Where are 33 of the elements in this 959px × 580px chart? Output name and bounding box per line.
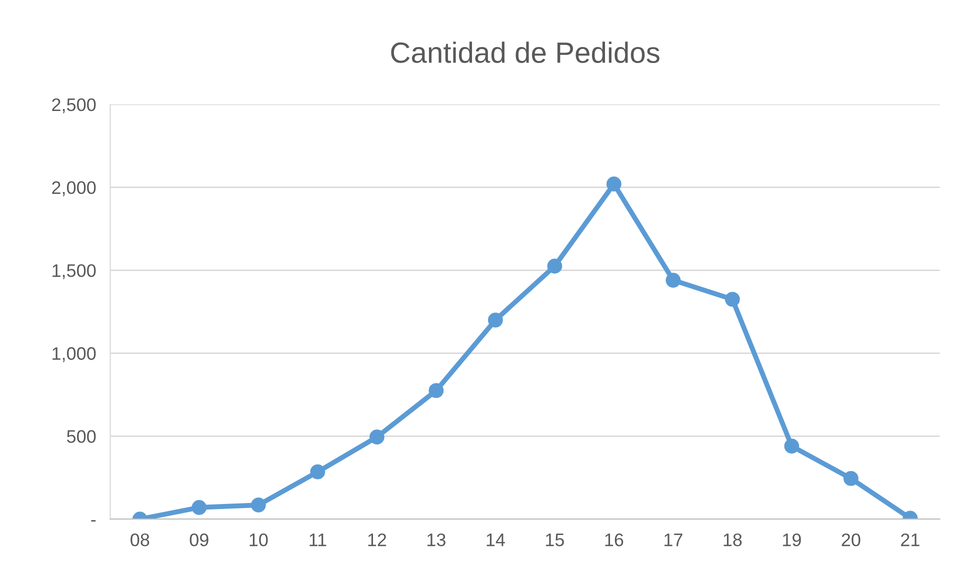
point: [843, 470, 858, 486]
point: [724, 292, 740, 307]
point: [192, 500, 207, 515]
x-tick-label: 08: [130, 533, 150, 546]
x-tick-label: 18: [724, 533, 742, 546]
point: [606, 176, 622, 192]
x-tick-label: 14: [486, 534, 505, 546]
x-tick-label: 19: [783, 533, 801, 546]
point: [784, 438, 800, 454]
y-tick-label: 500: [66, 430, 96, 443]
x-tick-label: 20: [842, 533, 860, 546]
x-tick-label: 13: [428, 533, 446, 546]
point: [666, 272, 681, 288]
x-tick-label: 12: [368, 533, 386, 546]
chart-title: Cantidad de Pedidos: [391, 42, 660, 64]
point: [547, 258, 562, 274]
x-tick-label: 10: [250, 533, 268, 546]
point: [488, 312, 503, 328]
y-tick-label: 2,000: [52, 181, 96, 196]
x-tick-label: 21: [901, 533, 920, 546]
y-tick-label: 1,500: [52, 264, 96, 280]
point: [250, 498, 266, 512]
point: [428, 383, 444, 398]
point: [369, 430, 384, 444]
point: [310, 464, 326, 480]
x-tick-label: 17: [664, 534, 682, 546]
y-tick-label: -: [91, 520, 96, 522]
y-tick-label: 1,000: [52, 347, 96, 362]
x-tick-label: 16: [605, 533, 624, 546]
x-tick-label: 11: [310, 534, 326, 546]
x-tick-label: 15: [546, 534, 564, 546]
y-tick-label: 2,500: [52, 98, 96, 114]
x-tick-label: 09: [190, 533, 208, 546]
